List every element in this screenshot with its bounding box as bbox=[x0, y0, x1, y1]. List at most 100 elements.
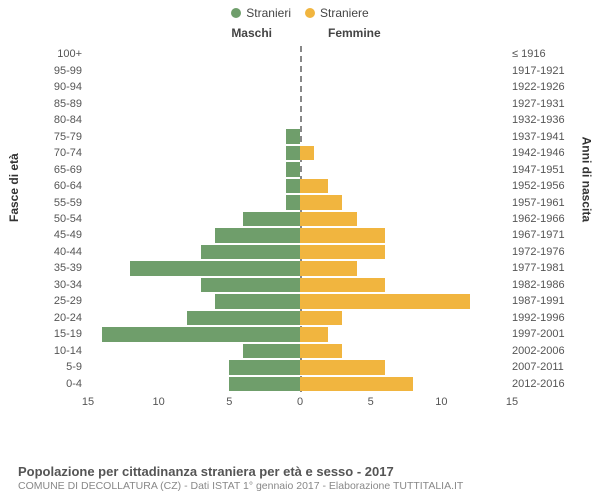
bar-female bbox=[300, 212, 357, 226]
birth-tick: 1987-1991 bbox=[512, 296, 568, 307]
bar-male bbox=[102, 327, 300, 341]
birth-tick: 1997-2001 bbox=[512, 329, 568, 340]
x-tick: 10 bbox=[435, 396, 447, 408]
swatch-female bbox=[305, 8, 315, 18]
bar-female bbox=[300, 327, 328, 341]
birth-tick: 1957-1961 bbox=[512, 198, 568, 209]
birth-tick: 2007-2011 bbox=[512, 362, 568, 373]
age-tick: 15-19 bbox=[40, 329, 82, 340]
x-tick: 15 bbox=[82, 396, 94, 408]
row-35-39 bbox=[88, 260, 512, 276]
age-tick: 30-34 bbox=[40, 280, 82, 291]
bar-female bbox=[300, 294, 470, 308]
bar-female bbox=[300, 311, 342, 325]
bar-female bbox=[300, 344, 342, 358]
bar-female bbox=[300, 245, 385, 259]
birth-tick: 1947-1951 bbox=[512, 165, 568, 176]
bar-female bbox=[300, 146, 314, 160]
bar-male bbox=[215, 228, 300, 242]
bar-female bbox=[300, 377, 413, 391]
bar-male bbox=[243, 344, 300, 358]
age-tick: 35-39 bbox=[40, 263, 82, 274]
birth-tick: 1917-1921 bbox=[512, 66, 568, 77]
birth-tick: 1952-1956 bbox=[512, 181, 568, 192]
age-tick: 0-4 bbox=[40, 379, 82, 390]
age-tick: 25-29 bbox=[40, 296, 82, 307]
bar-male bbox=[286, 179, 300, 193]
row-5-9 bbox=[88, 359, 512, 375]
yaxis-title-left: Fasce di età bbox=[7, 153, 21, 222]
bar-male bbox=[215, 294, 300, 308]
age-tick: 100+ bbox=[40, 49, 82, 60]
birth-tick: 2012-2016 bbox=[512, 379, 568, 390]
birth-tick: 1927-1931 bbox=[512, 99, 568, 110]
swatch-male bbox=[231, 8, 241, 18]
pyramid-chart: Maschi Femmine Fasce di età Anni di nasc… bbox=[20, 22, 580, 422]
bar-female bbox=[300, 179, 328, 193]
row-65-69 bbox=[88, 161, 512, 177]
bar-male bbox=[201, 245, 300, 259]
legend-female: Straniere bbox=[305, 6, 369, 20]
age-tick: 85-89 bbox=[40, 99, 82, 110]
caption-subtitle: COMUNE DI DECOLLATURA (CZ) - Dati ISTAT … bbox=[18, 480, 582, 492]
bar-male bbox=[201, 278, 300, 292]
row-50-54 bbox=[88, 211, 512, 227]
age-tick: 50-54 bbox=[40, 214, 82, 225]
x-tick: 15 bbox=[506, 396, 518, 408]
bar-female bbox=[300, 278, 385, 292]
age-tick: 60-64 bbox=[40, 181, 82, 192]
bar-male bbox=[187, 311, 300, 325]
row-55-59 bbox=[88, 194, 512, 210]
birth-tick: 1967-1971 bbox=[512, 230, 568, 241]
bar-female bbox=[300, 261, 357, 275]
age-tick: 65-69 bbox=[40, 165, 82, 176]
row-75-79 bbox=[88, 128, 512, 144]
row-40-44 bbox=[88, 244, 512, 260]
birth-tick: 1982-1986 bbox=[512, 280, 568, 291]
x-tick: 0 bbox=[297, 396, 303, 408]
row-90-94 bbox=[88, 79, 512, 95]
row-60-64 bbox=[88, 178, 512, 194]
bar-male bbox=[286, 162, 300, 176]
row-0-4 bbox=[88, 376, 512, 392]
bar-male bbox=[286, 129, 300, 143]
row-25-29 bbox=[88, 293, 512, 309]
birth-tick: ≤ 1916 bbox=[512, 49, 568, 60]
age-tick: 80-84 bbox=[40, 115, 82, 126]
row-80-84 bbox=[88, 112, 512, 128]
caption-title: Popolazione per cittadinanza straniera p… bbox=[18, 464, 582, 479]
age-tick: 10-14 bbox=[40, 346, 82, 357]
bar-male bbox=[229, 360, 300, 374]
row-15-19 bbox=[88, 326, 512, 342]
birth-tick: 1962-1966 bbox=[512, 214, 568, 225]
birth-tick: 1992-1996 bbox=[512, 313, 568, 324]
row-85-89 bbox=[88, 95, 512, 111]
row-45-49 bbox=[88, 227, 512, 243]
bar-female bbox=[300, 195, 342, 209]
legend-male: Stranieri bbox=[231, 6, 291, 20]
row-30-34 bbox=[88, 277, 512, 293]
age-tick: 20-24 bbox=[40, 313, 82, 324]
row-100+ bbox=[88, 46, 512, 62]
age-tick: 95-99 bbox=[40, 66, 82, 77]
age-tick: 5-9 bbox=[40, 362, 82, 373]
row-10-14 bbox=[88, 343, 512, 359]
age-tick: 40-44 bbox=[40, 247, 82, 258]
row-20-24 bbox=[88, 310, 512, 326]
age-tick: 55-59 bbox=[40, 198, 82, 209]
x-tick: 10 bbox=[153, 396, 165, 408]
bar-female bbox=[300, 228, 385, 242]
caption: Popolazione per cittadinanza straniera p… bbox=[18, 464, 582, 492]
age-tick: 90-94 bbox=[40, 82, 82, 93]
bar-male bbox=[286, 195, 300, 209]
x-tick: 5 bbox=[368, 396, 374, 408]
bar-male bbox=[130, 261, 300, 275]
plot-area bbox=[88, 46, 512, 392]
age-tick: 75-79 bbox=[40, 132, 82, 143]
birth-tick: 1932-1936 bbox=[512, 115, 568, 126]
birth-tick: 2002-2006 bbox=[512, 346, 568, 357]
bar-male bbox=[286, 146, 300, 160]
age-tick: 45-49 bbox=[40, 230, 82, 241]
row-95-99 bbox=[88, 62, 512, 78]
bar-female bbox=[300, 360, 385, 374]
